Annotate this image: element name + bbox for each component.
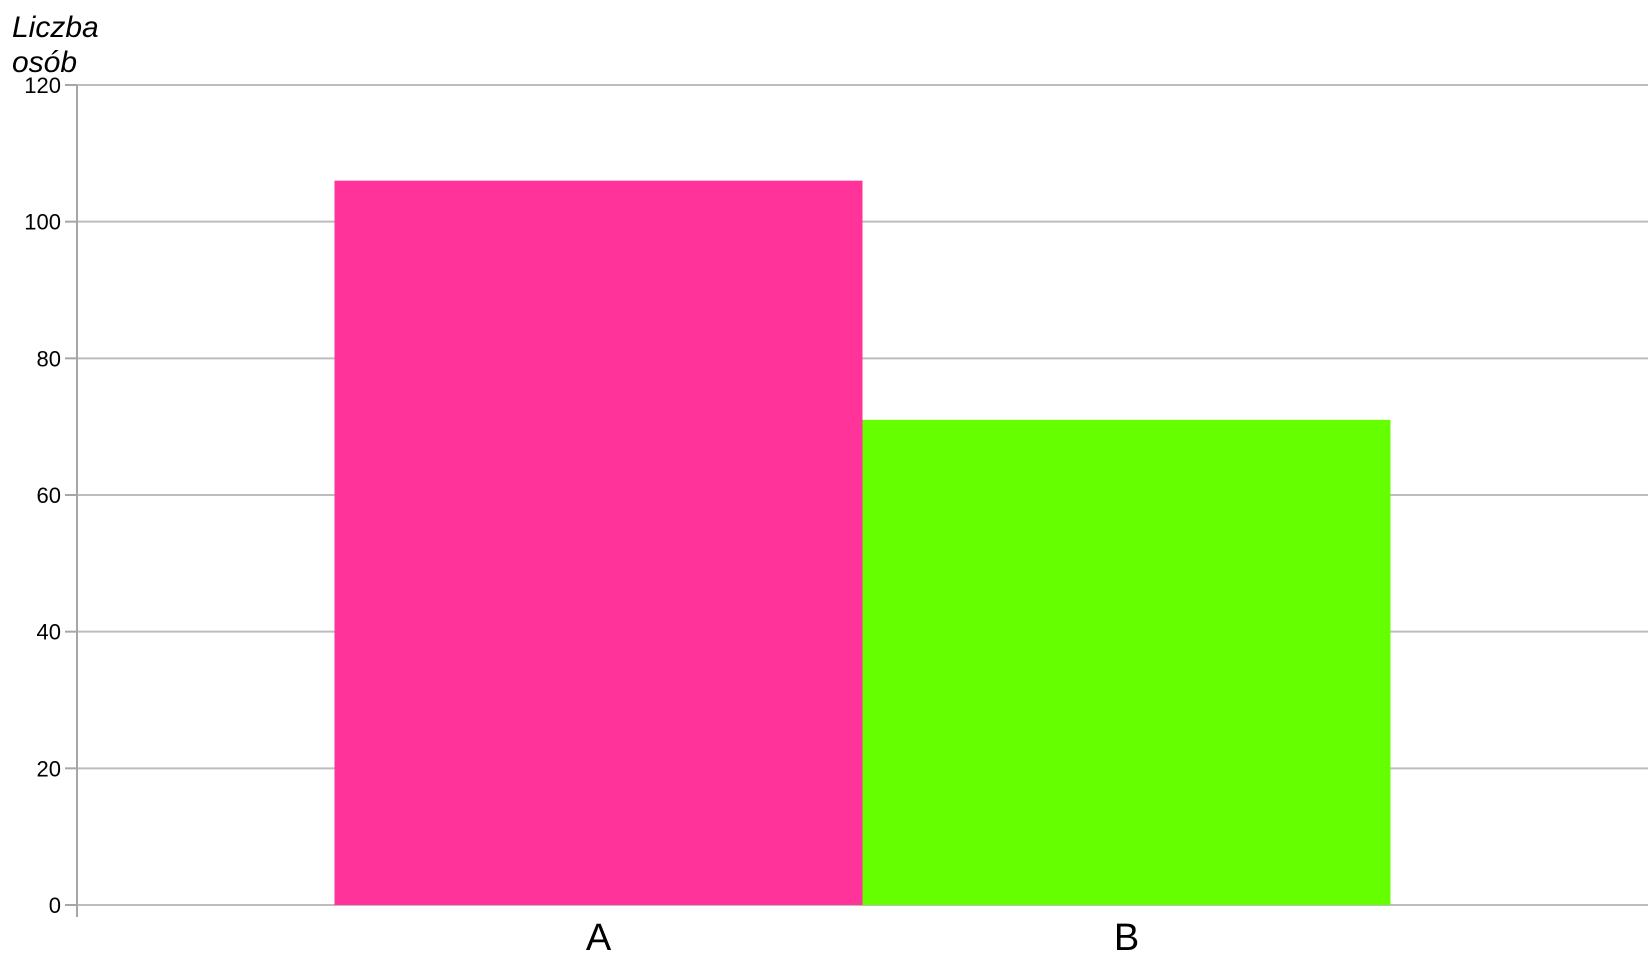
bars xyxy=(334,180,1391,905)
y-tick-label-20: 20 xyxy=(37,756,61,781)
y-tick-label-80: 80 xyxy=(37,346,61,371)
y-axis-title: Liczba osób xyxy=(12,11,99,79)
y-tick-label-40: 40 xyxy=(37,620,61,645)
y-tick-label-100: 100 xyxy=(24,210,61,235)
y-tick-label-60: 60 xyxy=(37,483,61,508)
x-label-B: B xyxy=(1114,917,1139,959)
y-axis-title-line-2: osób xyxy=(12,46,77,79)
y-tick-label-0: 0 xyxy=(49,893,61,918)
y-axis-title-line-1: Liczba xyxy=(12,11,99,44)
x-label-A: A xyxy=(586,917,612,959)
y-tick-label-120: 120 xyxy=(24,73,61,98)
y-axis-ticks: 0 20 40 60 80 100 120 xyxy=(24,73,77,918)
bar-B xyxy=(862,419,1391,905)
bar-A xyxy=(334,180,863,905)
